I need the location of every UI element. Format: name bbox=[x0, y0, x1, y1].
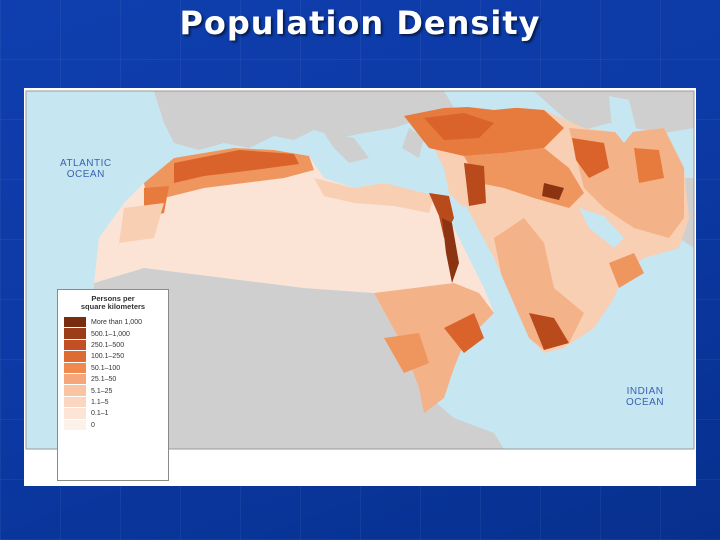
legend-swatch bbox=[64, 351, 86, 363]
legend-swatch bbox=[64, 362, 86, 374]
map-canvas bbox=[25, 90, 695, 450]
legend-label: 1.1–5 bbox=[91, 398, 109, 406]
italy-land bbox=[324, 133, 369, 163]
europe-land bbox=[154, 91, 454, 150]
legend-swatch bbox=[64, 396, 86, 409]
legend-label: 0 bbox=[91, 421, 95, 429]
iran-east-area bbox=[634, 148, 664, 183]
legend-label: 5.1–25 bbox=[91, 387, 113, 395]
legend-item: More than 1,000 bbox=[58, 317, 168, 329]
maghreb-dense-area bbox=[174, 150, 299, 183]
legend-title-line: square kilometers bbox=[80, 302, 146, 311]
persian-gulf bbox=[579, 208, 624, 248]
legend-label: More than 1,000 bbox=[91, 319, 142, 327]
map-legend: Persons per square kilometers More than … bbox=[57, 289, 169, 481]
ethiopia-dense-area bbox=[444, 313, 484, 353]
legend-item: 0 bbox=[58, 419, 168, 431]
sub-saharan-land bbox=[94, 268, 504, 449]
indian-ocean-label: INDIAN OCEAN bbox=[626, 386, 664, 408]
legend-label: 100.1–250 bbox=[91, 353, 125, 361]
legend-item: 100.1–250 bbox=[58, 351, 168, 363]
map-border bbox=[25, 90, 695, 450]
legend-item: 50.1–100 bbox=[58, 362, 168, 374]
sudan-region bbox=[374, 283, 494, 413]
legend-swatch bbox=[64, 328, 86, 340]
legend-title-line: Persons per bbox=[91, 294, 135, 303]
legend-item: 5.1–25 bbox=[58, 385, 168, 397]
ocean-label-line: ATLANTIC bbox=[60, 158, 112, 169]
legend-label: 0.1–1 bbox=[91, 410, 109, 418]
morocco-inland-area bbox=[119, 203, 164, 243]
nile-valley-area bbox=[442, 218, 459, 283]
black-sea bbox=[454, 93, 534, 110]
legend-title: Persons per square kilometers bbox=[58, 295, 168, 311]
ocean-label-line: OCEAN bbox=[66, 169, 105, 180]
legend-label: 500.1–1,000 bbox=[91, 330, 130, 338]
libya-coast-area bbox=[314, 178, 434, 213]
levant-area bbox=[464, 163, 486, 206]
legend-label: 250.1–500 bbox=[91, 341, 125, 349]
sudan-dense-area bbox=[384, 333, 429, 373]
iran-northwest-area bbox=[572, 138, 609, 178]
turkey-west-area bbox=[424, 113, 494, 140]
legend-swatch bbox=[64, 419, 86, 431]
legend-swatch bbox=[64, 339, 86, 352]
legend-item: 0.1–1 bbox=[58, 408, 168, 420]
baghdad-area bbox=[542, 183, 564, 200]
population-density-map: ATLANTIC OCEAN INDIAN OCEAN Persons per … bbox=[24, 88, 696, 486]
yemen-area bbox=[529, 313, 569, 350]
legend-swatch bbox=[64, 317, 86, 329]
ocean-label-line: INDIAN bbox=[626, 386, 664, 397]
ocean-label-line: OCEAN bbox=[626, 397, 665, 408]
legend-swatch bbox=[64, 385, 86, 397]
legend-rows: More than 1,000 500.1–1,000 250.1–500 100.1… bbox=[58, 317, 168, 431]
legend-item: 1.1–5 bbox=[58, 396, 168, 409]
greece-land bbox=[402, 128, 424, 158]
legend-item: 25.1–50 bbox=[58, 373, 168, 386]
legend-label: 50.1–100 bbox=[91, 364, 121, 372]
legend-item: 250.1–500 bbox=[58, 339, 168, 352]
legend-label: 25.1–50 bbox=[91, 376, 117, 384]
legend-swatch bbox=[64, 373, 86, 386]
legend-swatch bbox=[64, 408, 86, 420]
legend-item: 500.1–1,000 bbox=[58, 328, 168, 340]
atlantic-ocean-label: ATLANTIC OCEAN bbox=[60, 158, 112, 180]
red-sea bbox=[456, 206, 529, 340]
oman-area bbox=[609, 253, 644, 288]
caspian-sea bbox=[609, 96, 636, 143]
slide-title: Population Density bbox=[179, 4, 541, 42]
